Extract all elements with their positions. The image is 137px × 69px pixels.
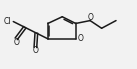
Text: O: O <box>78 34 83 43</box>
Text: O: O <box>32 47 38 55</box>
Text: Cl: Cl <box>4 17 11 26</box>
Text: O: O <box>13 38 19 47</box>
Text: O: O <box>87 13 93 22</box>
